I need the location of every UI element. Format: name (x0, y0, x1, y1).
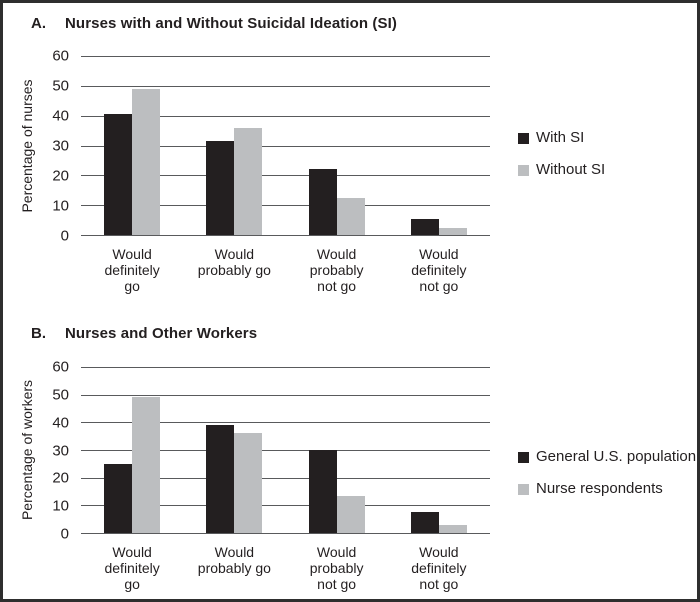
y-tick-label-60: 60 (52, 358, 69, 376)
bar-without-si-would-definitely-not-go (438, 227, 467, 235)
legend-item-with-si: With SI (518, 129, 605, 147)
panel-a-title-text: Nurses with and Without Suicidal Ideatio… (65, 15, 397, 32)
y-tick-label-10: 10 (52, 497, 69, 515)
category-label-would-definitely-go: Would definitely go (104, 246, 160, 294)
gridline-60 (81, 367, 490, 368)
bar-without-si-would-definitely-go (132, 88, 161, 235)
y-tick-label-50: 50 (52, 386, 69, 404)
gridline-20 (81, 477, 490, 479)
bar-nurse-respondents-would-probably-go (234, 433, 263, 533)
gridline-40 (81, 115, 490, 117)
y-tick-label-20: 20 (52, 469, 69, 487)
legend-swatch-icon (518, 132, 529, 144)
panel-b: B. Nurses and Other Workers Percentage o… (3, 313, 697, 599)
y-tick-label-50: 50 (52, 77, 69, 95)
category-label-would-probably-not-go: Would probably not go (309, 544, 364, 592)
gridline-40 (81, 422, 490, 424)
bar-without-si-would-probably-not-go (336, 197, 365, 235)
bar-without-si-would-probably-go (234, 127, 263, 235)
category-label-would-definitely-go: Would definitely go (104, 544, 160, 592)
bar-with-si-would-probably-go (206, 141, 235, 235)
panel-a-legend: With SI Without SI (518, 129, 605, 179)
legend-label: General U.S. population (536, 448, 697, 465)
panel-b-plot-area (81, 367, 490, 534)
category-label-would-definitely-not-go: Would definitely not go (411, 544, 467, 592)
gridline-30 (81, 450, 490, 451)
panel-b-letter: B. (31, 325, 47, 342)
y-tick-label-30: 30 (52, 442, 69, 459)
bar-general-u-s-population-would-probably-not-go (308, 450, 337, 533)
y-tick-label-10: 10 (52, 197, 69, 215)
panel-b-y-tick-labels: 0 10 20 30 40 50 60 (3, 360, 69, 542)
legend-swatch-icon (518, 164, 529, 176)
gridline-10 (81, 505, 490, 507)
panel-a-letter: A. (31, 15, 47, 32)
gridline-20 (81, 175, 490, 177)
gridline-10 (81, 205, 490, 207)
panel-a-plot-area (81, 56, 490, 236)
legend-item-general-u-s-population: General U.S. population (518, 448, 696, 466)
category-label-would-probably-go: Would probably go (197, 544, 271, 576)
gridline-30 (81, 145, 490, 147)
bar-with-si-would-definitely-go (104, 114, 133, 235)
legend-swatch-icon (518, 483, 529, 495)
legend-swatch-icon (518, 451, 529, 463)
y-tick-label-30: 30 (52, 137, 69, 155)
category-label-would-definitely-not-go: Would definitely not go (411, 246, 467, 294)
panel-b-title: B. Nurses and Other Workers (31, 325, 257, 342)
legend-label: Nurse respondents (536, 480, 663, 497)
y-tick-label-0: 0 (60, 227, 69, 245)
gridline-50 (81, 394, 490, 396)
bar-with-si-would-probably-not-go (308, 169, 337, 235)
legend-label: Without SI (536, 161, 606, 178)
panel-a: A. Nurses with and Without Suicidal Idea… (3, 3, 697, 313)
panel-a-y-tick-labels: 0 10 20 30 40 50 60 (3, 49, 69, 244)
y-tick-label-60: 60 (52, 47, 69, 65)
y-tick-label-0: 0 (60, 525, 69, 543)
legend-item-without-si: Without SI (518, 161, 605, 179)
bar-general-u-s-population-would-definitely-go (104, 463, 133, 533)
gridline-60 (81, 56, 490, 57)
panel-b-title-text: Nurses and Other Workers (65, 325, 258, 342)
bar-general-u-s-population-would-probably-go (206, 425, 235, 533)
bar-general-u-s-population-would-definitely-not-go (410, 512, 439, 533)
panel-a-title: A. Nurses with and Without Suicidal Idea… (31, 15, 397, 32)
y-tick-label-20: 20 (52, 167, 69, 185)
bar-with-si-would-definitely-not-go (410, 218, 439, 235)
bar-nurse-respondents-would-definitely-go (132, 397, 161, 533)
legend-item-nurse-respondents: Nurse respondents (518, 480, 696, 498)
bar-nurse-respondents-would-definitely-not-go (438, 524, 467, 533)
y-tick-label-40: 40 (52, 107, 69, 125)
category-label-would-probably-go: Would probably go (197, 246, 271, 278)
bar-nurse-respondents-would-probably-not-go (336, 495, 365, 533)
legend-label: With SI (536, 129, 585, 146)
y-tick-label-40: 40 (52, 414, 69, 432)
gridline-50 (81, 85, 490, 87)
panel-b-legend: General U.S. population Nurse respondents (518, 448, 696, 498)
category-label-would-probably-not-go: Would probably not go (309, 246, 364, 294)
